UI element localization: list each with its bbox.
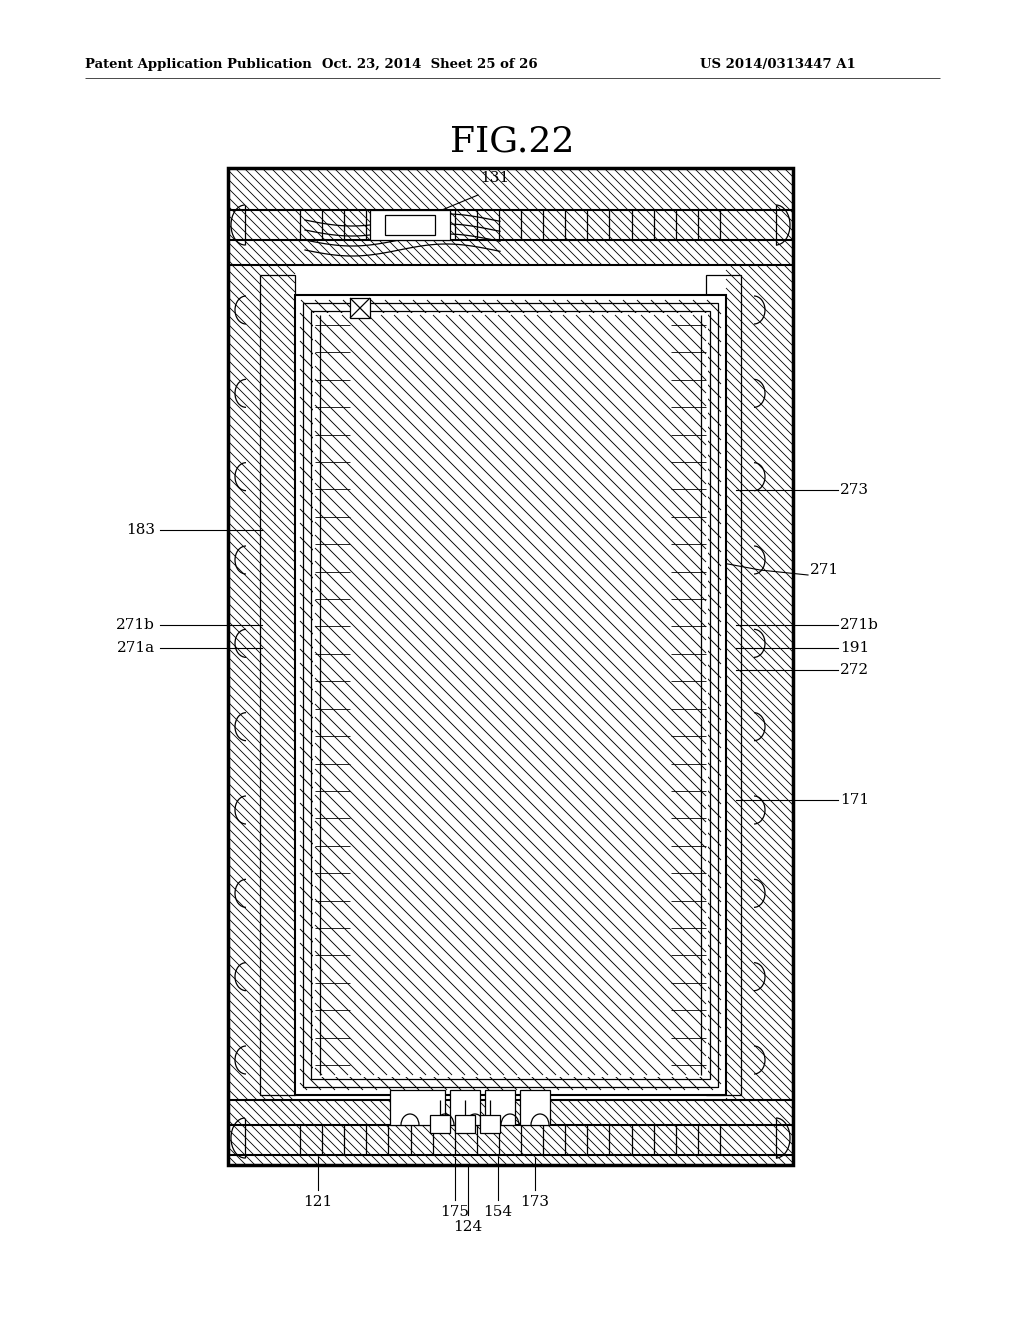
Bar: [455, 1115, 475, 1133]
Text: Patent Application Publication: Patent Application Publication: [85, 58, 311, 71]
Text: FIG.22: FIG.22: [450, 125, 574, 158]
Text: US 2014/0313447 A1: US 2014/0313447 A1: [700, 58, 856, 71]
Text: Oct. 23, 2014  Sheet 25 of 26: Oct. 23, 2014 Sheet 25 of 26: [323, 58, 538, 71]
Text: 121: 121: [303, 1195, 333, 1209]
Bar: [350, 298, 370, 318]
Bar: [480, 1115, 500, 1133]
Text: 173: 173: [520, 1195, 550, 1209]
Bar: [706, 275, 741, 1096]
Text: 124: 124: [454, 1220, 482, 1234]
Bar: [303, 304, 718, 1086]
Text: 131: 131: [480, 172, 509, 185]
Text: 273: 273: [840, 483, 869, 498]
Text: 271b: 271b: [116, 618, 155, 632]
Bar: [430, 1115, 450, 1133]
Bar: [313, 313, 708, 1077]
Bar: [295, 294, 726, 1096]
Bar: [450, 1090, 480, 1125]
Bar: [311, 312, 710, 1078]
Text: 183: 183: [126, 523, 155, 537]
Bar: [370, 210, 450, 240]
Text: XXIII: XXIII: [444, 997, 480, 1010]
Bar: [228, 168, 793, 1166]
Bar: [485, 1090, 515, 1125]
Text: 271b: 271b: [840, 618, 879, 632]
Bar: [390, 1090, 445, 1125]
Text: 175: 175: [440, 1205, 469, 1218]
Text: 171: 171: [840, 793, 869, 807]
Bar: [260, 275, 295, 1096]
Bar: [520, 1090, 550, 1125]
Text: 271: 271: [810, 564, 839, 577]
Text: 191: 191: [840, 642, 869, 655]
Text: 271a: 271a: [117, 642, 155, 655]
Text: 272: 272: [840, 663, 869, 677]
Text: 154: 154: [483, 1205, 513, 1218]
Bar: [385, 215, 435, 235]
Text: XXIII: XXIII: [572, 961, 608, 975]
